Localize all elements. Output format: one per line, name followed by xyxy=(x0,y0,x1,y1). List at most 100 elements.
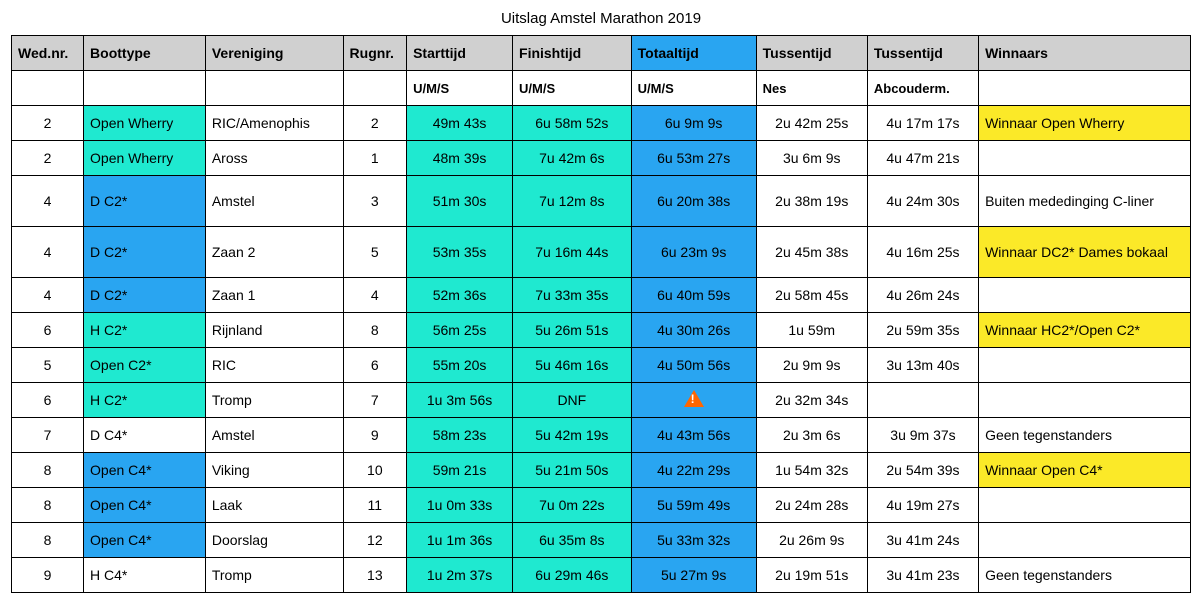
warning-icon xyxy=(684,390,704,407)
cell-rugnr: 7 xyxy=(343,383,407,418)
col-header-starttijd: Starttijd xyxy=(407,36,513,71)
cell-rugnr: 12 xyxy=(343,523,407,558)
cell-tussentijd2: 4u 16m 25s xyxy=(867,227,978,278)
table-row: 7D C4*Amstel958m 23s5u 42m 19s4u 43m 56s… xyxy=(12,418,1191,453)
cell-boottype: D C2* xyxy=(84,227,206,278)
cell-rugnr: 11 xyxy=(343,488,407,523)
cell-tussentijd1: 2u 19m 51s xyxy=(756,558,867,593)
cell-finishtijd: 7u 12m 8s xyxy=(513,176,632,227)
cell-finishtijd: 5u 21m 50s xyxy=(513,453,632,488)
col-header-winnaars: Winnaars xyxy=(979,36,1191,71)
cell-tussentijd2: 4u 47m 21s xyxy=(867,141,978,176)
cell-rugnr: 6 xyxy=(343,348,407,383)
table-row: 4D C2*Zaan 1452m 36s7u 33m 35s6u 40m 59s… xyxy=(12,278,1191,313)
cell-vereniging: Amstel xyxy=(205,176,343,227)
col-header-vereniging: Vereniging xyxy=(205,36,343,71)
table-body: 2Open WherryRIC/Amenophis249m 43s6u 58m … xyxy=(12,106,1191,593)
cell-rugnr: 5 xyxy=(343,227,407,278)
cell-winnaars: Winnaar Open C4* xyxy=(979,453,1191,488)
table-head: Wed.nr.BoottypeVerenigingRugnr.Starttijd… xyxy=(12,36,1191,106)
cell-tussentijd2: 3u 13m 40s xyxy=(867,348,978,383)
cell-rugnr: 3 xyxy=(343,176,407,227)
cell-boottype: D C2* xyxy=(84,176,206,227)
cell-boottype: D C2* xyxy=(84,278,206,313)
cell-winnaars xyxy=(979,523,1191,558)
col-header-boottype: Boottype xyxy=(84,36,206,71)
cell-finishtijd: 6u 35m 8s xyxy=(513,523,632,558)
cell-tussentijd1: 2u 3m 6s xyxy=(756,418,867,453)
cell-totaaltijd: 5u 27m 9s xyxy=(631,558,756,593)
cell-tussentijd2: 4u 17m 17s xyxy=(867,106,978,141)
cell-vereniging: Amstel xyxy=(205,418,343,453)
cell-tussentijd1: 2u 42m 25s xyxy=(756,106,867,141)
cell-winnaars: Winnaar Open Wherry xyxy=(979,106,1191,141)
table-row: 8Open C4*Viking1059m 21s5u 21m 50s4u 22m… xyxy=(12,453,1191,488)
cell-winnaars: Winnaar DC2* Dames bokaal xyxy=(979,227,1191,278)
cell-wednr: 9 xyxy=(12,558,84,593)
cell-tussentijd2: 4u 24m 30s xyxy=(867,176,978,227)
cell-vereniging: Viking xyxy=(205,453,343,488)
cell-totaaltijd: 5u 59m 49s xyxy=(631,488,756,523)
cell-starttijd: 48m 39s xyxy=(407,141,513,176)
col-header-rugnr: Rugnr. xyxy=(343,36,407,71)
cell-wednr: 6 xyxy=(12,383,84,418)
col-subheader-vereniging xyxy=(205,71,343,106)
cell-vereniging: Rijnland xyxy=(205,313,343,348)
cell-boottype: H C2* xyxy=(84,383,206,418)
cell-rugnr: 9 xyxy=(343,418,407,453)
cell-wednr: 8 xyxy=(12,488,84,523)
cell-tussentijd2: 3u 9m 37s xyxy=(867,418,978,453)
cell-finishtijd: 7u 16m 44s xyxy=(513,227,632,278)
cell-totaaltijd: 4u 43m 56s xyxy=(631,418,756,453)
cell-wednr: 8 xyxy=(12,453,84,488)
table-row: 8Open C4*Laak111u 0m 33s7u 0m 22s5u 59m … xyxy=(12,488,1191,523)
cell-rugnr: 13 xyxy=(343,558,407,593)
table-row: 4D C2*Zaan 2553m 35s7u 16m 44s6u 23m 9s2… xyxy=(12,227,1191,278)
cell-rugnr: 4 xyxy=(343,278,407,313)
cell-boottype: Open C4* xyxy=(84,453,206,488)
cell-tussentijd2: 2u 54m 39s xyxy=(867,453,978,488)
cell-boottype: Open Wherry xyxy=(84,141,206,176)
cell-wednr: 7 xyxy=(12,418,84,453)
cell-winnaars: Geen tegenstanders xyxy=(979,558,1191,593)
col-header-tussentijd2: Tussentijd xyxy=(867,36,978,71)
col-subheader-starttijd: U/M/S xyxy=(407,71,513,106)
cell-tussentijd1: 3u 6m 9s xyxy=(756,141,867,176)
cell-finishtijd: 5u 26m 51s xyxy=(513,313,632,348)
cell-starttijd: 58m 23s xyxy=(407,418,513,453)
table-row: 6H C2*Rijnland856m 25s5u 26m 51s4u 30m 2… xyxy=(12,313,1191,348)
table-row: 2Open WherryAross148m 39s7u 42m 6s6u 53m… xyxy=(12,141,1191,176)
cell-wednr: 6 xyxy=(12,313,84,348)
cell-starttijd: 51m 30s xyxy=(407,176,513,227)
cell-winnaars xyxy=(979,348,1191,383)
cell-finishtijd: DNF xyxy=(513,383,632,418)
col-header-tussentijd1: Tussentijd xyxy=(756,36,867,71)
cell-vereniging: Doorslag xyxy=(205,523,343,558)
cell-totaaltijd: 4u 50m 56s xyxy=(631,348,756,383)
cell-starttijd: 59m 21s xyxy=(407,453,513,488)
cell-boottype: Open C2* xyxy=(84,348,206,383)
col-subheader-winnaars xyxy=(979,71,1191,106)
cell-tussentijd2: 4u 26m 24s xyxy=(867,278,978,313)
table-row: 2Open WherryRIC/Amenophis249m 43s6u 58m … xyxy=(12,106,1191,141)
cell-finishtijd: 5u 42m 19s xyxy=(513,418,632,453)
cell-tussentijd2: 3u 41m 24s xyxy=(867,523,978,558)
cell-winnaars xyxy=(979,141,1191,176)
cell-boottype: Open Wherry xyxy=(84,106,206,141)
cell-rugnr: 8 xyxy=(343,313,407,348)
cell-totaaltijd xyxy=(631,383,756,418)
cell-boottype: H C2* xyxy=(84,313,206,348)
cell-starttijd: 1u 2m 37s xyxy=(407,558,513,593)
cell-totaaltijd: 4u 22m 29s xyxy=(631,453,756,488)
cell-finishtijd: 7u 33m 35s xyxy=(513,278,632,313)
cell-winnaars: Winnaar HC2*/Open C2* xyxy=(979,313,1191,348)
table-row: 6H C2*Tromp71u 3m 56sDNF2u 32m 34s xyxy=(12,383,1191,418)
col-subheader-boottype xyxy=(84,71,206,106)
cell-vereniging: Tromp xyxy=(205,383,343,418)
cell-wednr: 2 xyxy=(12,141,84,176)
cell-starttijd: 1u 3m 56s xyxy=(407,383,513,418)
cell-wednr: 8 xyxy=(12,523,84,558)
cell-winnaars xyxy=(979,383,1191,418)
cell-totaaltijd: 6u 20m 38s xyxy=(631,176,756,227)
cell-starttijd: 52m 36s xyxy=(407,278,513,313)
